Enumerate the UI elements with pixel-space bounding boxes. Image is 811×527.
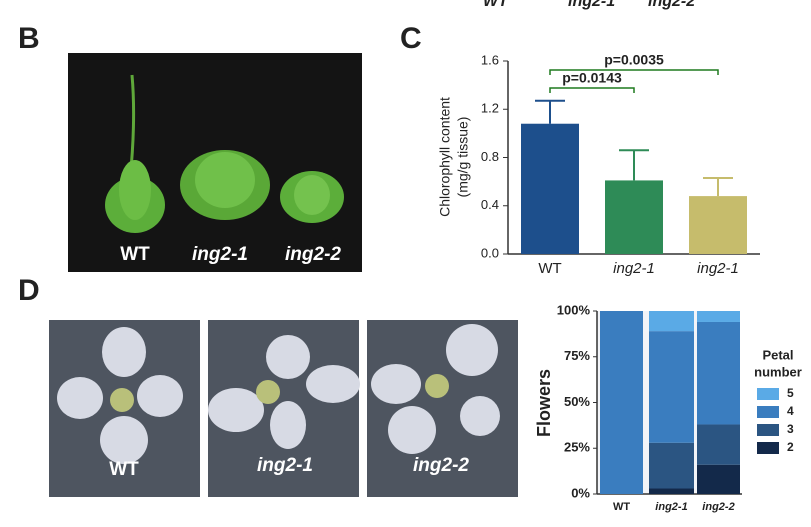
photo-label: WT: [109, 459, 139, 480]
significance-bracket: [549, 69, 719, 75]
y-tick-label: 0.4: [481, 197, 499, 212]
y-tick-label: 0%: [571, 485, 590, 500]
x-tick-label: WT: [613, 501, 630, 513]
legend-label: 4: [787, 404, 794, 418]
x-tick-label: WT: [538, 260, 561, 277]
panel-letter: C: [400, 22, 422, 55]
x-tick-label: ing2-2: [702, 501, 734, 513]
error-bar: [703, 177, 733, 197]
top-label: ing2-1: [568, 0, 615, 10]
annotation: p=0.0143: [562, 70, 622, 86]
error-bar: [619, 149, 649, 181]
legend-label: 5: [787, 386, 794, 400]
error-bar: [535, 99, 565, 124]
bar: [689, 196, 747, 254]
annotation: p=0.0035: [604, 52, 664, 68]
photo-label: ing2-1: [192, 244, 248, 265]
x-tick-label: ing2-1: [655, 501, 687, 513]
top-label: WT: [483, 0, 509, 10]
y-tick-label: 75%: [564, 348, 590, 363]
bar-segment: [697, 464, 740, 494]
photos-d: WT ing2-1 ing2-2: [49, 320, 518, 497]
bar-segment: [649, 488, 694, 494]
x-tick-label: ing2-1: [697, 260, 739, 277]
legend-title: Petal: [762, 347, 793, 362]
photo-label: ing2-1: [257, 455, 313, 476]
legend-title: number: [754, 364, 802, 379]
bar: [605, 180, 663, 254]
y-axis-label: (mg/g tissue): [455, 117, 471, 198]
y-tick-label: 1.2: [481, 101, 499, 116]
legend-swatch: [757, 406, 779, 418]
bar-segment: [697, 311, 740, 322]
photo-label: WT: [120, 244, 150, 265]
legend-label: 3: [787, 422, 794, 436]
y-axis-label: Chlorophyll content: [437, 97, 453, 217]
significance-bracket: [549, 87, 635, 93]
y-tick-label: 1.6: [481, 52, 499, 67]
legend-label: 2: [787, 440, 794, 454]
photo-label: ing2-2: [413, 455, 469, 476]
y-tick-label: 25%: [564, 440, 590, 455]
bar-segment: [649, 311, 694, 332]
legend-swatch: [757, 424, 779, 436]
bar: [521, 123, 579, 254]
panel-letter: D: [18, 274, 40, 307]
photo-b: WT ing2-1 ing2-2: [68, 53, 362, 272]
bar-segment: [697, 321, 740, 425]
bar-segment: [600, 311, 643, 494]
top-fragment: WT ing2-1 ing2-2: [483, 0, 695, 10]
legend-swatch: [757, 442, 779, 454]
legend-swatch: [757, 388, 779, 400]
y-axis-label: Flowers: [534, 369, 554, 437]
y-tick-label: 0.0: [481, 245, 499, 260]
photo-label: ing2-2: [285, 244, 341, 265]
bar-segment: [649, 331, 694, 443]
y-tick-label: 100%: [557, 302, 591, 317]
y-tick-label: 50%: [564, 394, 590, 409]
top-label: ing2-2: [648, 0, 695, 10]
y-tick-label: 0.8: [481, 149, 499, 164]
x-tick-label: ing2-1: [613, 260, 655, 277]
panel-letter: B: [18, 22, 40, 55]
bar-segment: [697, 424, 740, 465]
bar-segment: [649, 442, 694, 489]
